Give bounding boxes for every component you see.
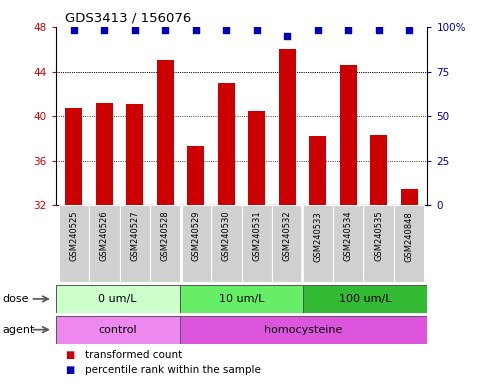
Bar <box>218 83 235 205</box>
Point <box>131 26 139 33</box>
Bar <box>279 49 296 205</box>
Point <box>375 26 383 33</box>
Text: GSM240532: GSM240532 <box>283 211 292 262</box>
Text: GSM240531: GSM240531 <box>252 211 261 262</box>
Point <box>100 26 108 33</box>
Text: 100 um/L: 100 um/L <box>339 294 392 304</box>
Point <box>192 26 199 33</box>
Bar <box>127 104 143 205</box>
Bar <box>370 135 387 205</box>
Bar <box>180 316 427 344</box>
Bar <box>401 189 417 205</box>
Point <box>284 33 291 39</box>
Point <box>161 26 169 33</box>
Text: ■: ■ <box>65 350 74 360</box>
Bar <box>248 111 265 205</box>
Text: GSM240529: GSM240529 <box>191 211 200 262</box>
Bar <box>58 205 89 282</box>
Text: control: control <box>98 324 137 335</box>
Text: GSM240534: GSM240534 <box>344 211 353 262</box>
Text: GDS3413 / 156076: GDS3413 / 156076 <box>65 12 191 25</box>
Bar <box>340 65 356 205</box>
Text: agent: agent <box>2 324 35 335</box>
Bar <box>180 285 303 313</box>
Text: GSM240535: GSM240535 <box>374 211 383 262</box>
Text: dose: dose <box>2 294 29 304</box>
Text: homocysteine: homocysteine <box>264 324 342 335</box>
Bar <box>56 316 180 344</box>
Point <box>70 26 78 33</box>
Bar <box>302 205 333 282</box>
Text: GSM240530: GSM240530 <box>222 211 231 262</box>
Bar <box>272 205 302 282</box>
Bar <box>394 205 425 282</box>
Bar <box>242 205 272 282</box>
Point <box>344 26 352 33</box>
Text: GSM240525: GSM240525 <box>70 211 78 262</box>
Bar <box>303 285 427 313</box>
Bar <box>120 205 150 282</box>
Text: transformed count: transformed count <box>85 350 182 360</box>
Bar <box>211 205 242 282</box>
Point <box>405 26 413 33</box>
Point <box>222 26 230 33</box>
Bar <box>66 108 82 205</box>
Bar <box>157 60 174 205</box>
Text: 10 um/L: 10 um/L <box>219 294 264 304</box>
Bar <box>309 136 326 205</box>
Bar <box>96 103 113 205</box>
Text: GSM240848: GSM240848 <box>405 211 413 262</box>
Bar <box>181 205 211 282</box>
Bar <box>363 205 394 282</box>
Text: GSM240526: GSM240526 <box>100 211 109 262</box>
Text: ■: ■ <box>65 365 74 375</box>
Text: percentile rank within the sample: percentile rank within the sample <box>85 365 260 375</box>
Text: 0 um/L: 0 um/L <box>98 294 137 304</box>
Point <box>314 26 322 33</box>
Bar <box>333 205 363 282</box>
Bar <box>56 285 180 313</box>
Text: GSM240533: GSM240533 <box>313 211 322 262</box>
Point <box>253 26 261 33</box>
Bar <box>89 205 120 282</box>
Text: GSM240527: GSM240527 <box>130 211 139 262</box>
Text: GSM240528: GSM240528 <box>161 211 170 262</box>
Bar <box>187 146 204 205</box>
Bar <box>150 205 181 282</box>
